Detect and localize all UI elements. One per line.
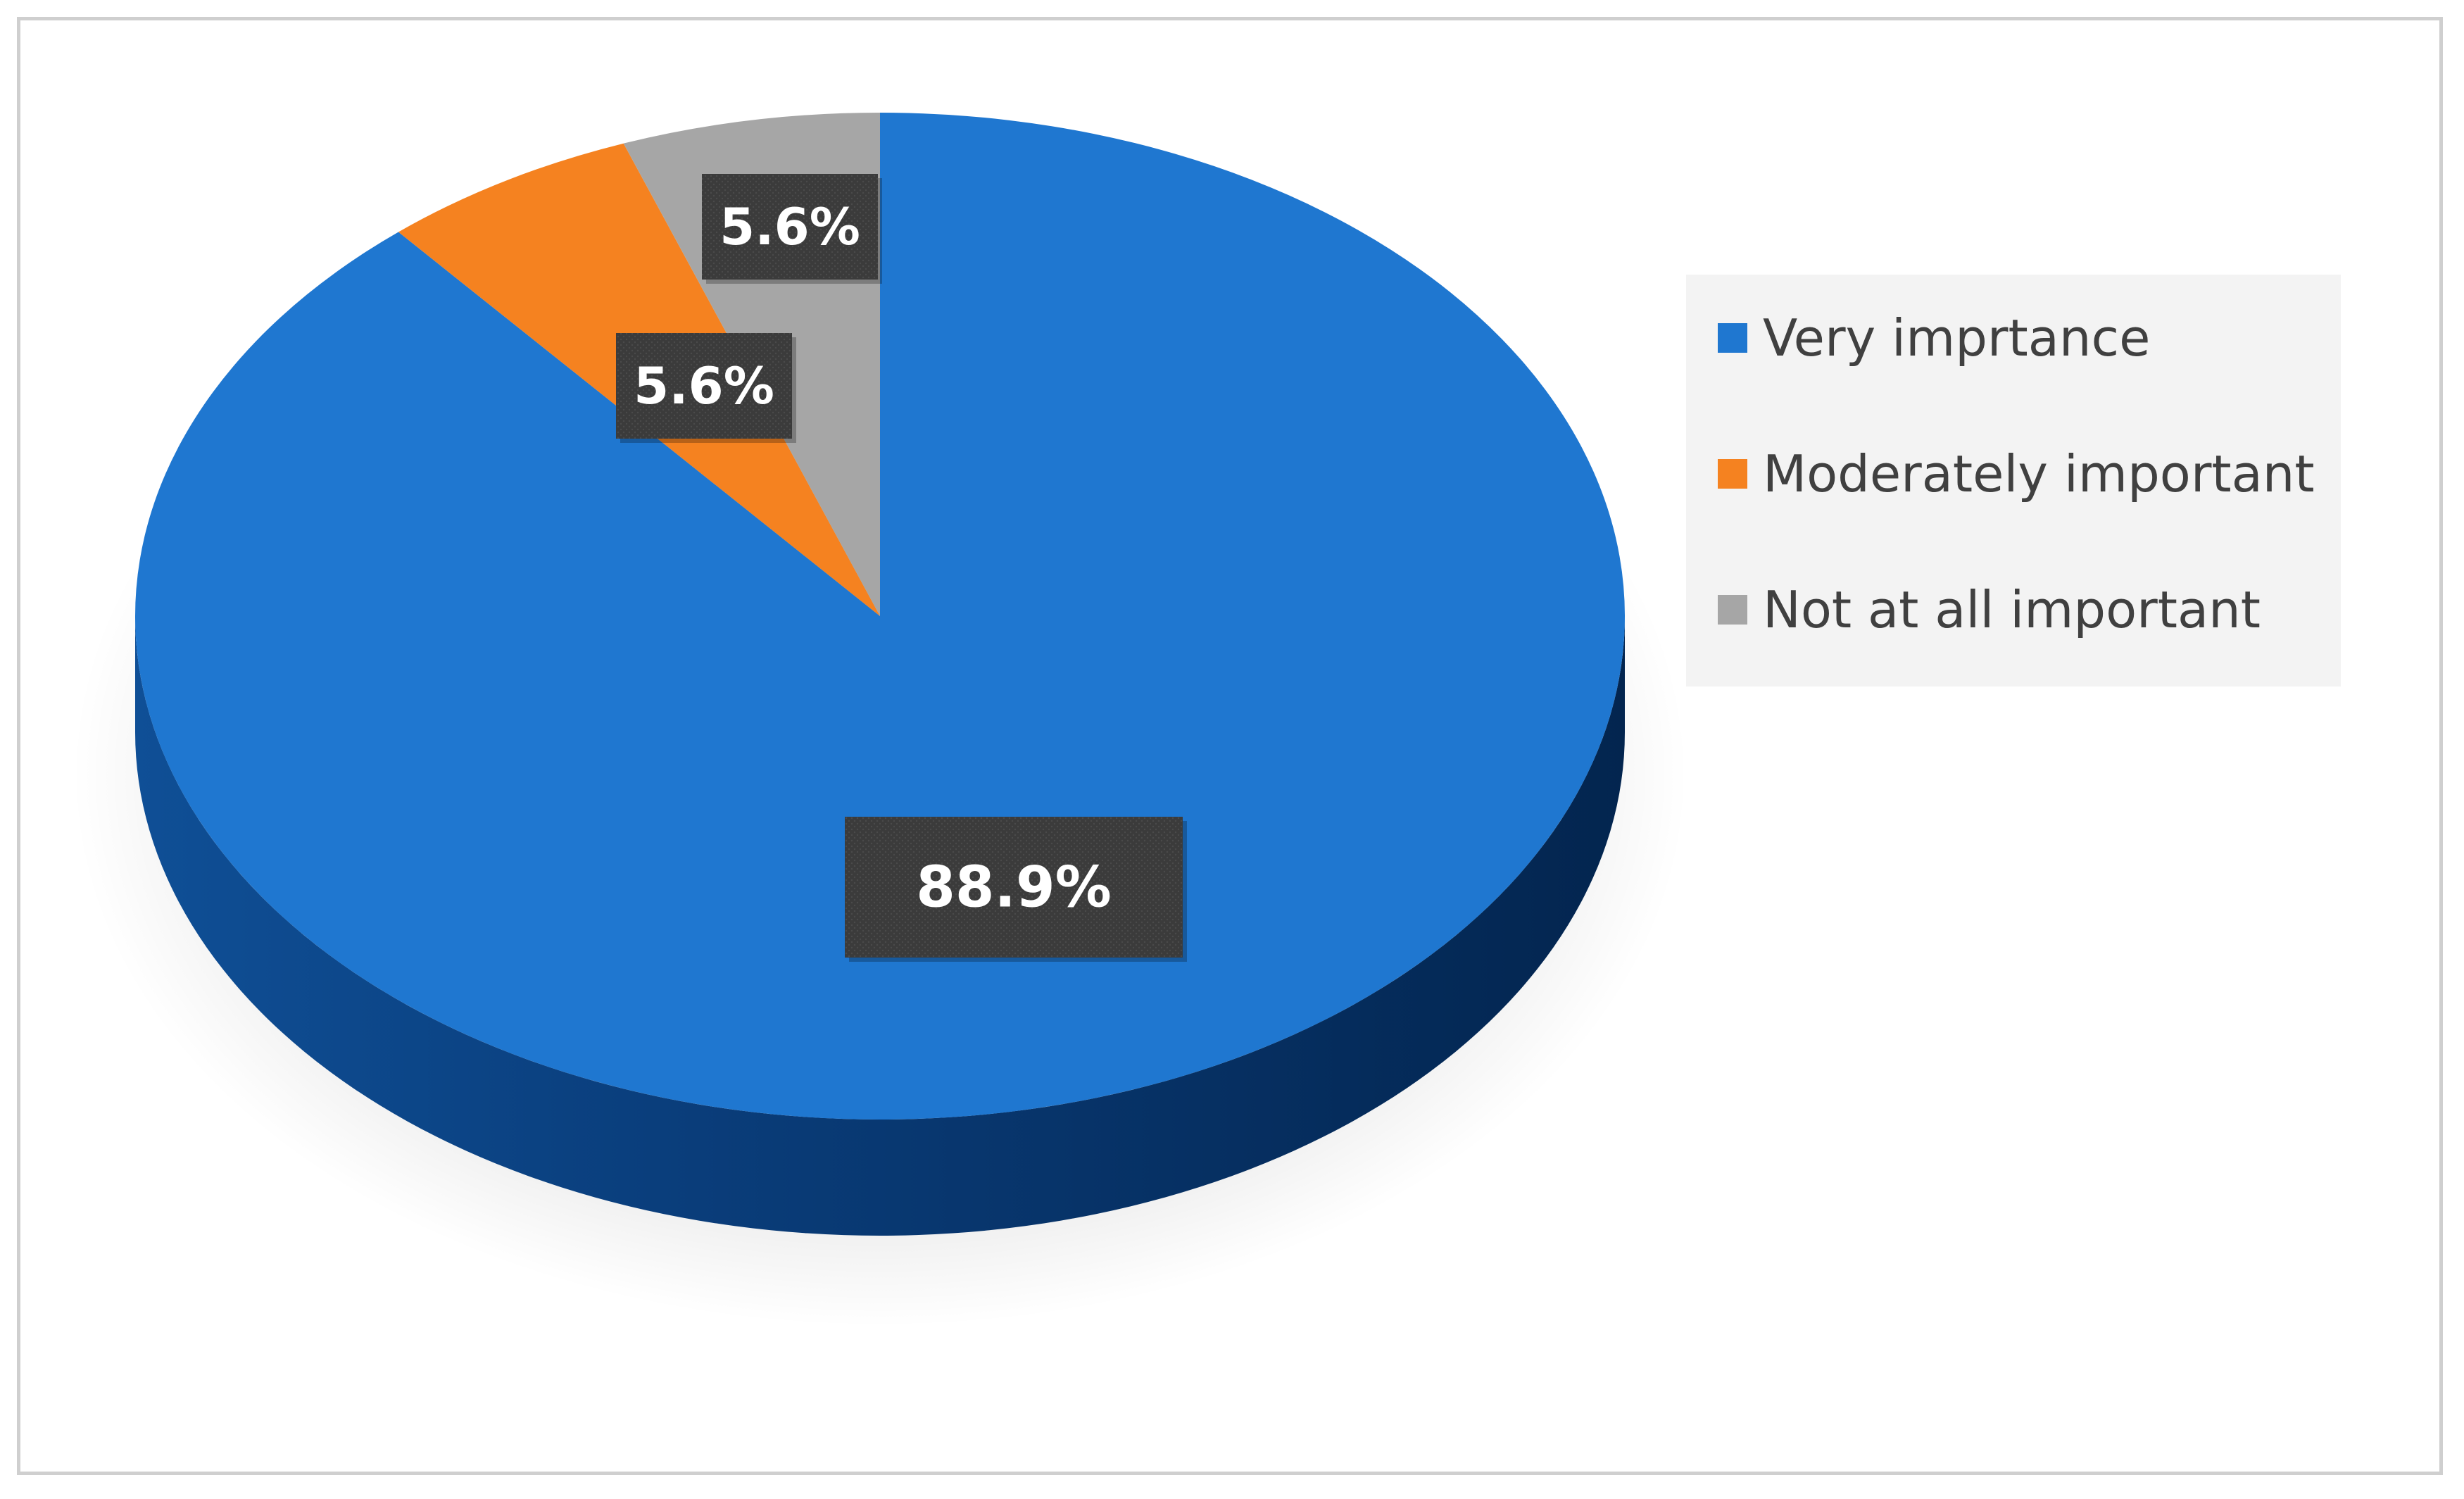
- legend-swatch: [1718, 459, 1747, 489]
- pie-side: [135, 616, 1625, 1236]
- data-label-2: 5.6%: [702, 174, 882, 284]
- legend: Very imprtance Moderately important Not …: [1686, 275, 2341, 686]
- legend-swatch: [1718, 323, 1747, 353]
- pie-data-labels: 88.9% 5.6% 5.6%: [616, 174, 1187, 962]
- data-label-0: 88.9%: [845, 817, 1187, 962]
- legend-swatch: [1718, 595, 1747, 625]
- legend-label: Moderately important: [1763, 444, 2315, 503]
- legend-label: Not at all important: [1763, 580, 2261, 639]
- data-label-text: 5.6%: [719, 197, 860, 256]
- legend-item-not-at-all-important: Not at all important: [1718, 575, 2341, 645]
- pie-side-wall: [135, 616, 1625, 1236]
- data-label-text: 88.9%: [916, 855, 1112, 920]
- data-label-text: 5.6%: [634, 356, 774, 415]
- legend-item-moderately-important: Moderately important: [1718, 439, 2341, 509]
- legend-item-very-imprtance: Very imprtance: [1718, 303, 2341, 373]
- data-label-1: 5.6%: [616, 333, 796, 443]
- legend-label: Very imprtance: [1763, 308, 2151, 368]
- pie-slice-0: [134, 113, 1625, 1119]
